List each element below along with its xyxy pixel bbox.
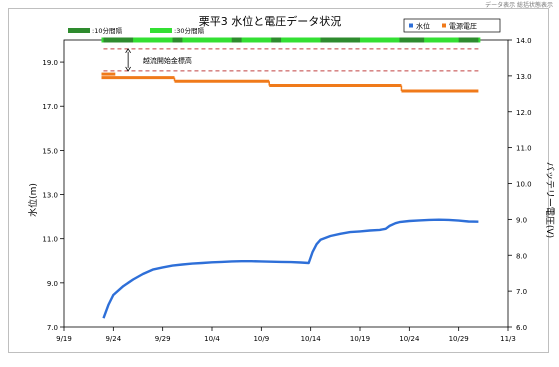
- corner-note: データ表示 総括状態表示: [485, 2, 553, 9]
- chart-title: 栗平3 水位と電圧データ状況: [199, 14, 342, 28]
- top-legend-label: :10分間隔: [92, 26, 122, 35]
- x-tick-label: 9/24: [105, 335, 121, 343]
- legend-swatch: [442, 23, 446, 28]
- y-tick-label-right: 8.0: [516, 252, 527, 260]
- y-tick-label-left: 17.0: [42, 103, 58, 111]
- y-tick-label-left: 7.0: [47, 324, 58, 332]
- comm-bar-10min: [231, 37, 242, 43]
- y-tick-label-left: 13.0: [42, 192, 58, 200]
- series-water-level-line: [102, 218, 479, 319]
- x-tick-label: 10/29: [449, 335, 469, 343]
- x-tick-label: 10/24: [399, 335, 420, 343]
- y-tick-label-right: 9.0: [516, 216, 527, 224]
- y-tick-label-left: 19.0: [42, 59, 58, 67]
- y-tick-label-right: 13.0: [516, 73, 532, 81]
- comm-bar-10min: [103, 37, 134, 43]
- y-tick-label-left: 15.0: [42, 147, 58, 155]
- y-tick-label-right: 10.0: [516, 181, 532, 189]
- x-tick-label: 10/14: [301, 335, 322, 343]
- y-axis-label-left: 水位(m): [27, 183, 39, 217]
- y-tick-label-right: 14.0: [516, 37, 532, 45]
- annotation-label: 越流開始金標高: [143, 56, 192, 65]
- x-tick-label: 11/3: [500, 335, 516, 343]
- x-tick-label: 10/9: [253, 335, 269, 343]
- top-legend-swatch: [150, 28, 172, 33]
- x-tick-label: 10/19: [350, 335, 370, 343]
- comm-bar-10min: [271, 37, 282, 43]
- y-tick-label-right: 11.0: [516, 145, 532, 153]
- plot-area: [63, 39, 509, 328]
- comm-bar-10min: [320, 37, 360, 43]
- series-voltage-start: [101, 72, 116, 76]
- y-tick-label-right: 7.0: [516, 288, 527, 296]
- x-tick-label: 9/19: [56, 335, 72, 343]
- top-legend-swatch: [68, 28, 90, 33]
- legend-label: 電源電圧: [449, 22, 477, 31]
- comm-bar-30min: [101, 37, 481, 43]
- top-legend-label: :30分間隔: [174, 26, 204, 35]
- legend-box: [403, 18, 501, 33]
- y-tick-label-right: 6.0: [516, 324, 527, 332]
- annotation-arrowhead-bottom: [125, 66, 131, 72]
- y-axis-label-right: バッテリー電圧(V): [544, 162, 555, 238]
- legend-swatch: [409, 23, 413, 28]
- y-tick-label-right: 12.0: [516, 109, 532, 117]
- y-tick-label-left: 11.0: [42, 236, 58, 244]
- comm-bar-10min: [458, 37, 479, 43]
- chart-frame: [8, 8, 549, 353]
- x-tick-label: 9/29: [155, 335, 171, 343]
- comm-bar-10min: [399, 37, 425, 43]
- annotation-arrowhead-top: [125, 48, 131, 54]
- comm-bar-10min: [172, 37, 183, 43]
- y-tick-label-left: 9.0: [47, 280, 58, 288]
- legend-label: 水位: [416, 22, 430, 31]
- x-tick-label: 10/4: [204, 335, 220, 343]
